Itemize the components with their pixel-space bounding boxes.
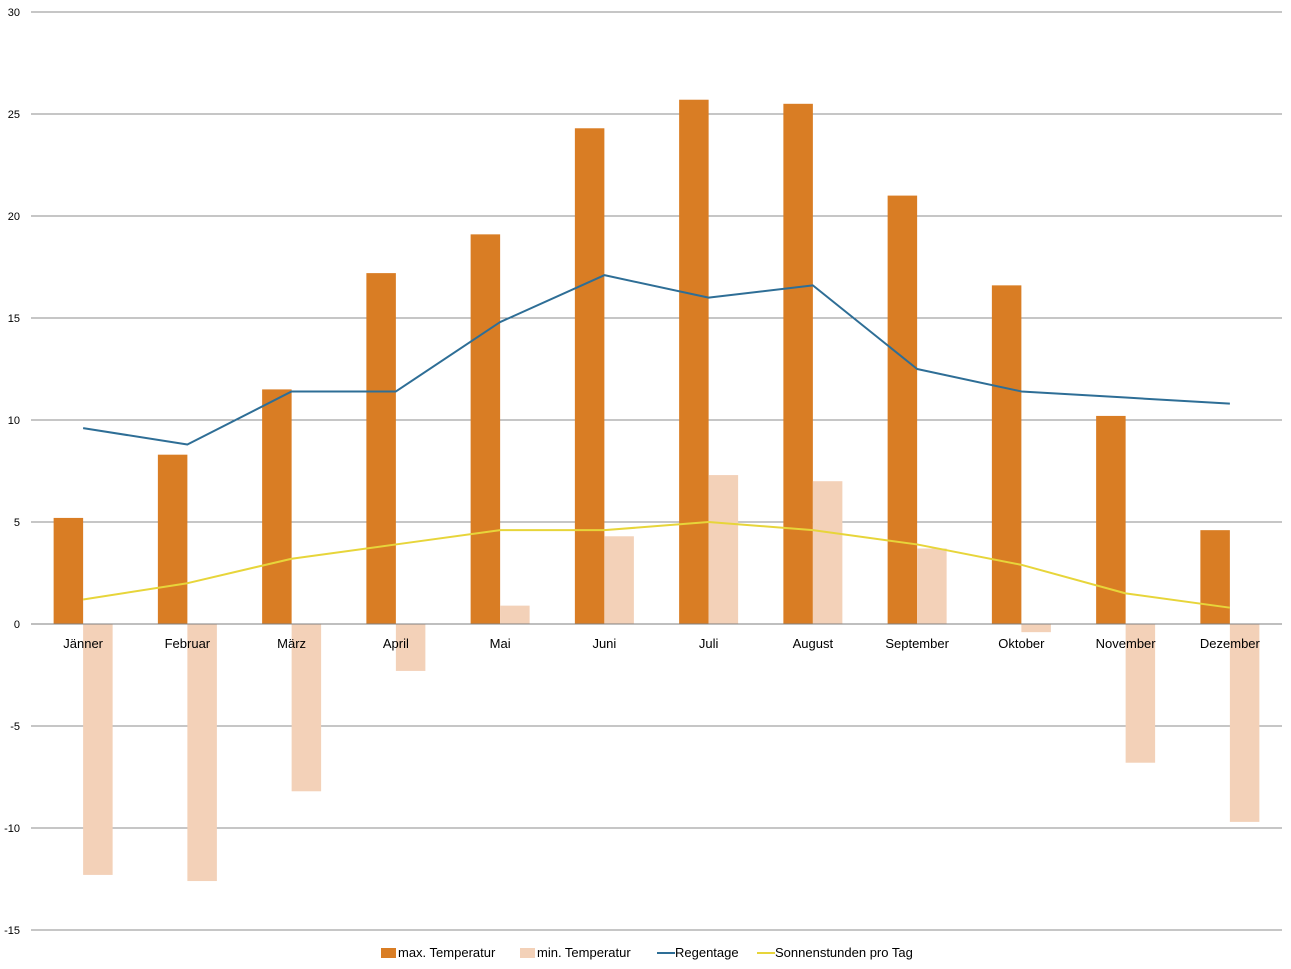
legend-label: max. Temperatur (398, 945, 496, 960)
x-category-label: Juli (699, 636, 719, 651)
bar-min-temperatur (187, 624, 217, 882)
bar-max-temperatur (262, 389, 292, 624)
bar-max-temperatur (1200, 530, 1230, 624)
x-category-label: Dezember (1200, 636, 1261, 651)
bar-max-temperatur (574, 128, 605, 624)
legend-label: min. Temperatur (537, 945, 631, 960)
bar-min-temperatur (291, 624, 322, 792)
bar-min-temperatur (812, 481, 843, 624)
y-tick-label: 20 (8, 211, 20, 223)
series-lines (82, 274, 1231, 609)
y-tick-label: -10 (4, 823, 20, 835)
series-line-sonnenstunden (82, 521, 1231, 609)
bar-max-temperatur (470, 234, 501, 625)
x-category-label: Oktober (998, 636, 1045, 651)
x-category-label: Jänner (63, 636, 103, 651)
bars (53, 99, 1260, 882)
grid-lines (31, 11, 1282, 931)
bar-max-temperatur (783, 103, 813, 625)
x-category-label: November (1096, 636, 1157, 651)
bar-max-temperatur (679, 99, 709, 625)
bar-min-temperatur (83, 624, 113, 875)
y-tick-label: 15 (8, 313, 20, 325)
bar-min-temperatur (395, 624, 426, 671)
x-category-label: April (383, 636, 409, 651)
series-line-regentage (82, 274, 1230, 446)
legend: max. Temperatur min. Temperatur Regentage S… (381, 945, 913, 960)
y-tick-label: 0 (14, 619, 20, 631)
y-axis-tick-labels: 30 25 20 15 10 5 0 -5 -10 -15 (4, 7, 20, 937)
legend-label: Sonnenstunden pro Tag (775, 945, 913, 960)
x-category-label: September (885, 636, 949, 651)
bar-min-temperatur (500, 605, 530, 624)
x-axis-category-labels: Jänner Februar März April Mai Juni Juli August S… (63, 636, 1260, 651)
legend-label: Regentage (675, 945, 739, 960)
y-tick-label: 10 (8, 415, 20, 427)
bar-max-temperatur (991, 285, 1022, 624)
y-tick-label: -15 (4, 925, 20, 937)
bar-min-temperatur (604, 536, 634, 624)
bar-max-temperatur (53, 517, 84, 624)
bar-max-temperatur (157, 454, 188, 624)
bar-max-temperatur (887, 195, 918, 624)
bar-min-temperatur (1229, 624, 1260, 822)
bar-min-temperatur (708, 475, 739, 624)
x-category-label: Mai (490, 636, 511, 651)
x-category-label: März (277, 636, 306, 651)
y-tick-label: 25 (8, 109, 20, 121)
x-category-label: Februar (165, 636, 211, 651)
bar-min-temperatur (917, 548, 947, 624)
y-tick-label: -5 (10, 721, 20, 733)
x-category-label: Juni (592, 636, 616, 651)
legend-swatch (381, 948, 396, 958)
bar-max-temperatur (366, 273, 396, 624)
x-category-label: August (793, 636, 834, 651)
legend-swatch (520, 948, 535, 958)
bar-min-temperatur (1125, 624, 1156, 763)
y-tick-label: 30 (8, 7, 20, 19)
y-tick-label: 5 (14, 517, 20, 529)
bar-min-temperatur (1021, 624, 1051, 633)
